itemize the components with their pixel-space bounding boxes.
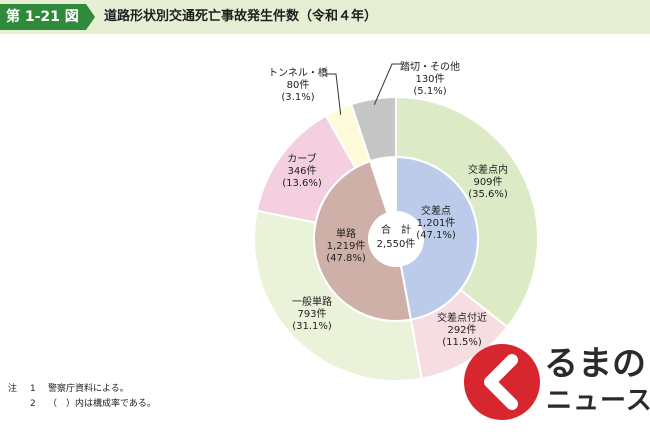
note-text: （ ）内は構成率である。 xyxy=(48,399,156,409)
center-label: 合 計 xyxy=(381,223,411,236)
outer-label-1: 交差点内 909件(35.6%) xyxy=(468,163,508,200)
donut-chart: 合 計 2,550件 交差点内 909件(35.6%) 交差点付近 292件(11.5… xyxy=(253,60,539,380)
leader-lines xyxy=(326,63,404,115)
logo-text-main: るまの xyxy=(544,344,646,384)
note-number: 2 xyxy=(30,399,36,409)
outer-label-2: 交差点付近 292件(11.5%) xyxy=(437,311,487,348)
slice-labels: 交差点内 909件(35.6%) 交差点付近 292件(11.5%) 一般単路 793件(… xyxy=(268,60,508,348)
logo-mark-icon xyxy=(464,344,540,420)
figure-number: 第 1-21 図 xyxy=(0,4,86,30)
note-mark: 注 xyxy=(8,384,18,394)
inner-label-1: 交差点 1,201件(47.1%) xyxy=(416,204,456,241)
figure-number-arrow xyxy=(86,4,95,30)
figure-header: 第 1-21 図 道路形状別交通死亡事故発生件数（令和４年） xyxy=(0,0,650,34)
leader-line-crossing xyxy=(373,63,404,105)
outer-slice-6 xyxy=(350,95,397,163)
note-text: 警察庁資料による。 xyxy=(48,384,129,394)
note-number: 1 xyxy=(30,384,36,394)
inner-label-2: 単路 1,219件(47.8%) xyxy=(326,227,366,264)
outer-label-3: 一般単路 793件(31.1%) xyxy=(292,295,332,332)
center-total: 2,550件 xyxy=(377,238,416,250)
logo-text-sub: ニュース xyxy=(546,386,650,416)
note-row-1: 注 1 警察庁資料による。 xyxy=(8,382,156,397)
outer-ring xyxy=(253,95,539,380)
note-row-2: 2 （ ）内は構成率である。 xyxy=(8,397,156,412)
center-hole xyxy=(369,212,423,266)
figure-title: 道路形状別交通死亡事故発生件数（令和４年） xyxy=(104,9,378,24)
notes: 注 1 警察庁資料による。 2 （ ）内は構成率である。 xyxy=(8,382,156,412)
outer-label-4: カーブ 346件(13.6%) xyxy=(282,152,322,189)
kuruma-news-logo: るまの ニュース xyxy=(462,340,650,433)
outer-label-5: トンネル・橋 80件(3.1%) xyxy=(268,66,328,103)
outer-label-6: 踏切・その他 130件(5.1%) xyxy=(400,60,460,97)
leader-line-tunnel xyxy=(326,73,342,115)
